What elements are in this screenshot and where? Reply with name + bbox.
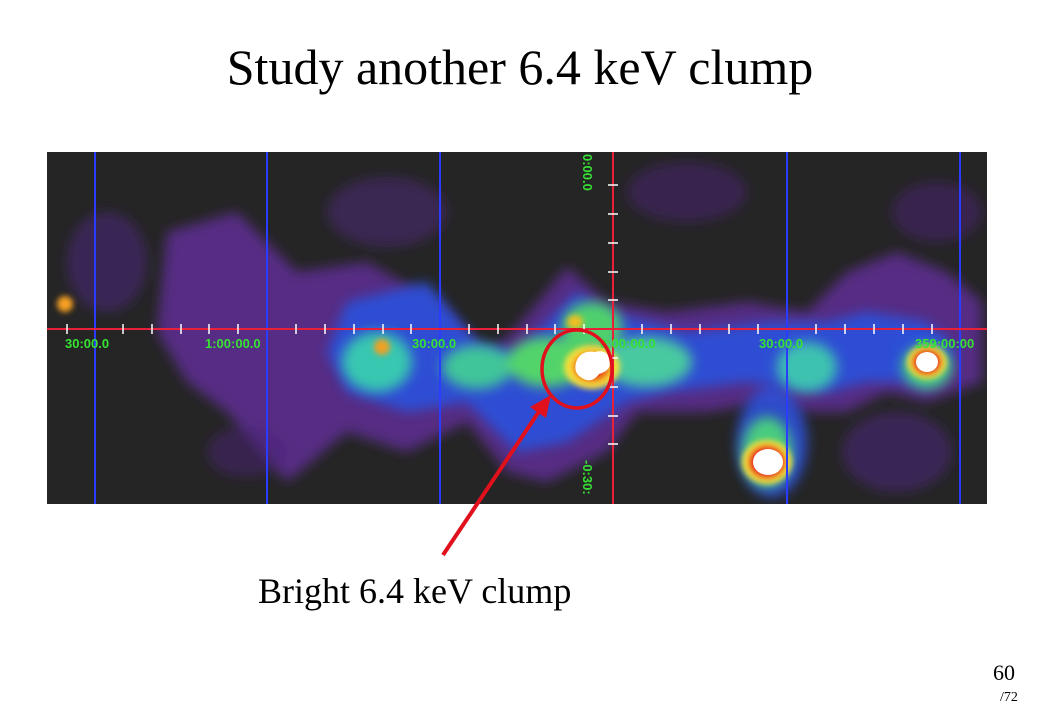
- xray-map-canvas: 30:00.0 1:00:00.0 30:00.0 0:00:00.0 30:0…: [47, 152, 987, 504]
- page-number: 60: [993, 660, 1015, 685]
- lat-label: -0:30:: [580, 460, 595, 495]
- tick-marks: [66, 184, 933, 445]
- lon-label: 30:00.0: [412, 336, 456, 351]
- page-total: /72: [1000, 690, 1018, 705]
- galactic-plane-lines: [47, 152, 987, 504]
- lon-label: 30:00.0: [759, 336, 803, 351]
- lon-label: 30:00.0: [65, 336, 109, 351]
- slide-title: Study another 6.4 keV clump: [226, 39, 814, 95]
- callout-label: Bright 6.4 keV clump: [258, 571, 572, 611]
- lon-label: 359:00:00: [915, 336, 974, 351]
- lat-label: 0:00.0: [580, 154, 595, 191]
- xray-intensity-map: 30:00.0 1:00:00.0 30:00.0 0:00:00.0 30:0…: [47, 152, 987, 504]
- lon-label: 0:00:00.0: [600, 336, 656, 351]
- lon-label: 1:00:00.0: [205, 336, 261, 351]
